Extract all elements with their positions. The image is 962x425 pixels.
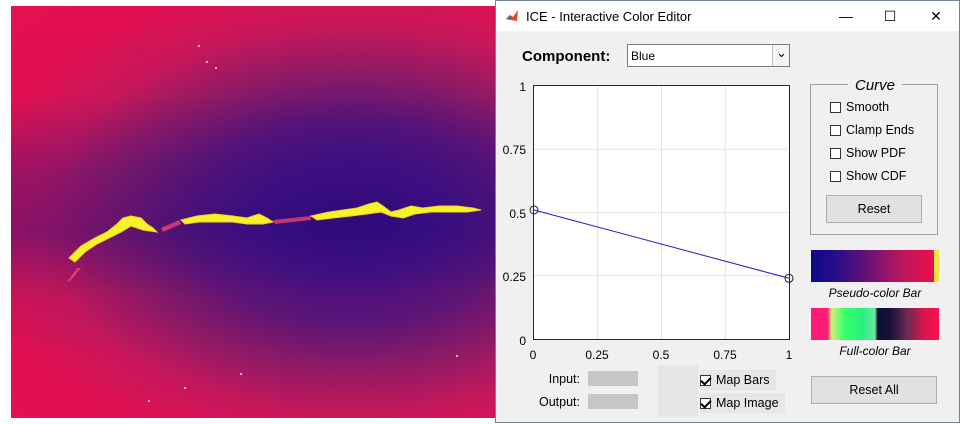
pseudo-color-bar-label: Pseudo-color Bar — [828, 286, 922, 300]
map-panel — [658, 365, 698, 417]
component-label: Component: — [522, 48, 611, 65]
minimize-button[interactable]: — — [823, 1, 869, 31]
pseudo-color-bar[interactable] — [811, 250, 939, 282]
input-value-box — [588, 371, 638, 386]
y-tick: 0.75 — [502, 143, 526, 157]
title-bar[interactable]: ICE - Interactive Color Editor — ☐ ✕ — [496, 1, 959, 31]
checkbox-checked-icon[interactable] — [700, 374, 711, 386]
show-cdf-checkbox[interactable]: Show CDF — [830, 167, 906, 185]
minimize-icon: — — [839, 8, 853, 24]
matlab-icon — [505, 9, 519, 23]
x-tick: 1 — [785, 348, 793, 362]
smooth-checkbox[interactable]: Smooth — [830, 98, 889, 116]
clamp-ends-checkbox[interactable]: Clamp Ends — [830, 121, 914, 139]
maximize-icon: ☐ — [883, 7, 897, 24]
y-tick: 0.5 — [509, 207, 526, 221]
control-point[interactable] — [529, 205, 539, 215]
ice-window: ICE - Interactive Color Editor — ☐ ✕ Com… — [495, 0, 960, 423]
chevron-down-icon[interactable]: ⌄ — [772, 45, 789, 66]
show-pdf-checkbox[interactable]: Show PDF — [830, 144, 906, 162]
smooth-label: Smooth — [846, 100, 890, 114]
maximize-button[interactable]: ☐ — [867, 1, 913, 31]
pseudo-color-image — [11, 6, 496, 418]
component-select-value: Blue — [631, 49, 656, 63]
map-image-label: Map Image — [716, 396, 779, 410]
checkbox-icon[interactable] — [830, 147, 841, 159]
map-bars-checkbox[interactable]: Map Bars — [700, 370, 776, 390]
full-color-bar-label: Full-color Bar — [839, 344, 911, 358]
output-label: Output: — [539, 395, 580, 409]
output-value-box — [588, 394, 638, 409]
clamp-ends-label: Clamp Ends — [846, 123, 915, 137]
x-tick: 0.25 — [585, 348, 609, 362]
show-pdf-label: Show PDF — [846, 146, 906, 160]
y-tick: 1 — [519, 80, 526, 94]
close-button[interactable]: ✕ — [913, 1, 959, 31]
control-point[interactable] — [784, 273, 794, 283]
y-tick: 0 — [519, 334, 526, 348]
checkbox-icon[interactable] — [830, 101, 841, 113]
mapping-curve[interactable] — [533, 209, 790, 279]
full-color-bar[interactable] — [811, 308, 939, 340]
y-tick: 0.25 — [502, 270, 526, 284]
checkbox-icon[interactable] — [830, 124, 841, 136]
curve-plot-canvas[interactable] — [529, 86, 794, 339]
map-image-checkbox[interactable]: Map Image — [700, 393, 785, 413]
x-tick: 0.5 — [652, 348, 670, 362]
component-select[interactable]: Blue ⌄ — [627, 44, 790, 67]
curve-group-title: Curve — [848, 77, 902, 94]
close-icon: ✕ — [930, 7, 942, 24]
window-title: ICE - Interactive Color Editor — [526, 9, 692, 24]
reset-button[interactable]: Reset — [826, 195, 922, 223]
checkbox-checked-icon[interactable] — [700, 397, 711, 409]
checkbox-icon[interactable] — [830, 170, 841, 182]
map-bars-label: Map Bars — [716, 373, 770, 387]
x-tick: 0.75 — [713, 348, 737, 362]
x-tick: 0 — [529, 348, 537, 362]
input-label: Input: — [548, 372, 580, 386]
reset-all-button[interactable]: Reset All — [811, 376, 937, 404]
show-cdf-label: Show CDF — [846, 169, 907, 183]
curve-plot[interactable] — [529, 85, 794, 340]
